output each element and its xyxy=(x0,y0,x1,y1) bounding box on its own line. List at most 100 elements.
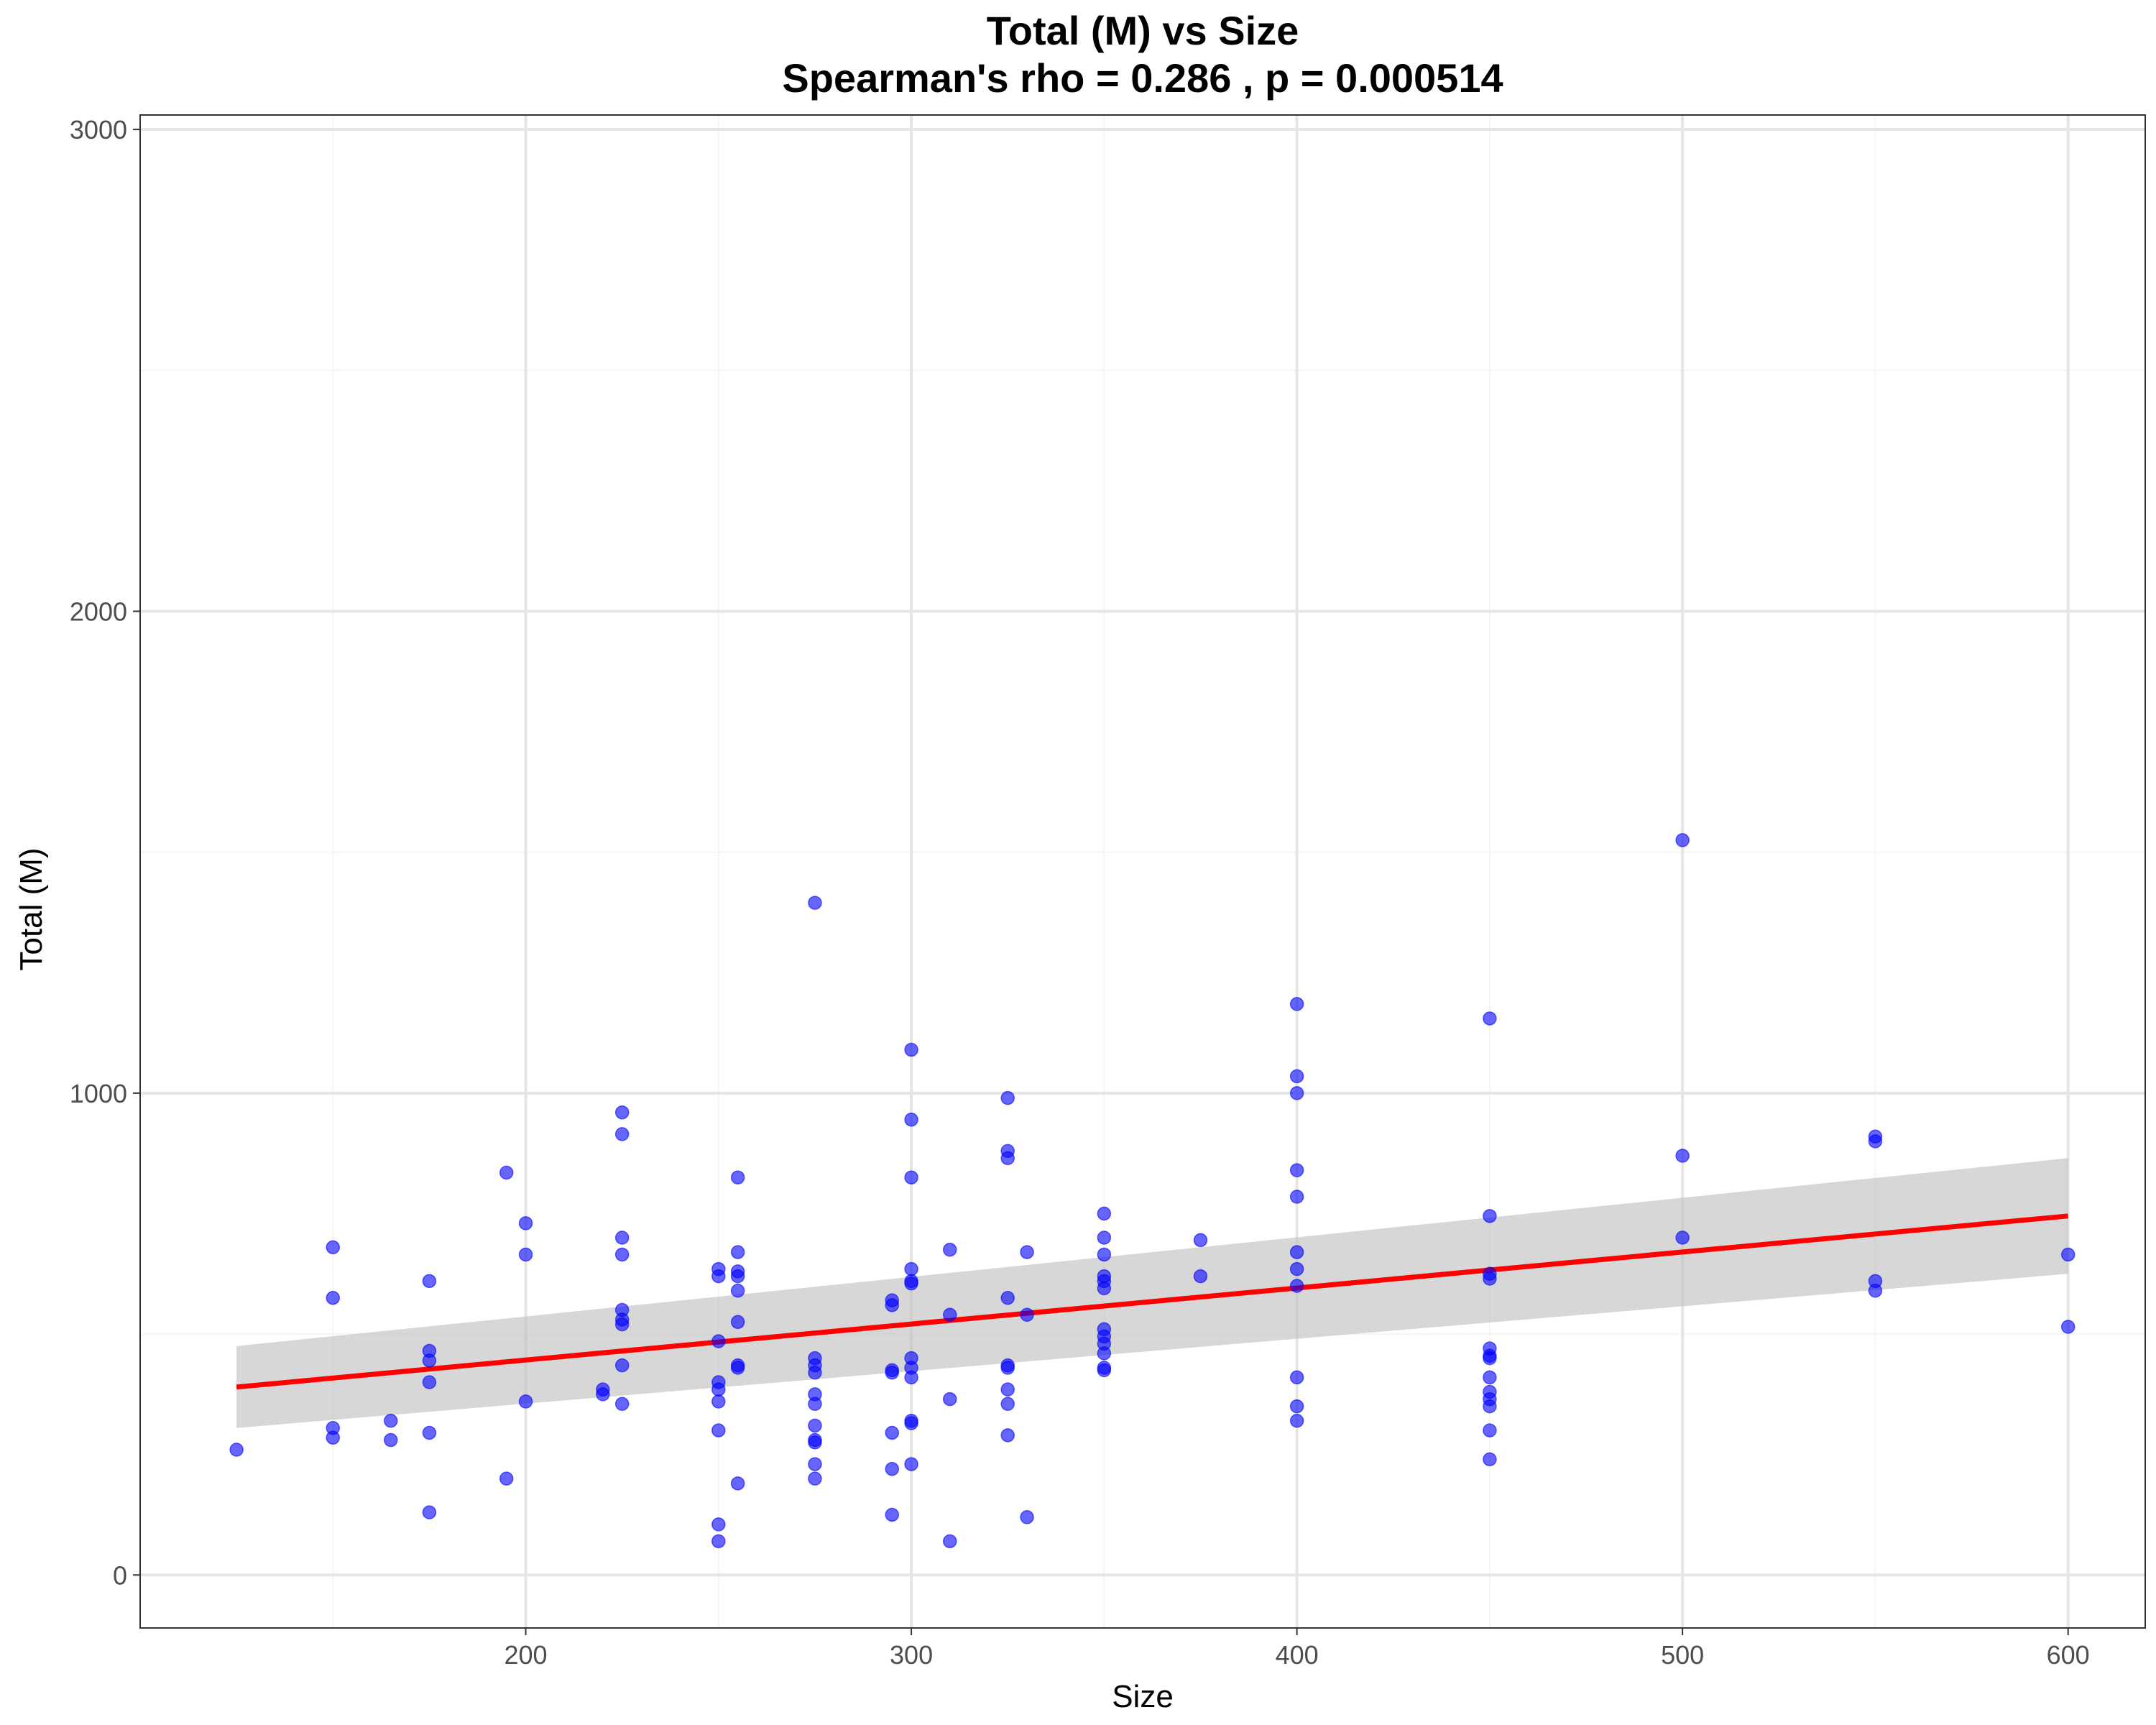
data-point xyxy=(904,1170,918,1184)
data-point xyxy=(518,1394,533,1409)
data-point xyxy=(1868,1134,1883,1149)
data-point xyxy=(1675,1230,1690,1245)
chart-subtitle: Spearman's rho = 0.286 , p = 0.000514 xyxy=(782,55,1503,101)
x-tick-label: 500 xyxy=(1661,1640,1704,1670)
data-point xyxy=(1289,1245,1304,1259)
data-point xyxy=(1483,1399,1497,1414)
data-point xyxy=(808,1397,822,1412)
data-point xyxy=(1289,1413,1304,1428)
data-point xyxy=(1289,1279,1304,1293)
data-point xyxy=(326,1291,341,1305)
data-point xyxy=(711,1534,726,1549)
data-point xyxy=(1483,1271,1497,1286)
data-point xyxy=(614,1105,630,1120)
data-point xyxy=(1097,1363,1112,1378)
x-tick-label: 400 xyxy=(1276,1640,1319,1670)
data-point xyxy=(1097,1281,1112,1296)
data-point xyxy=(1483,1370,1497,1385)
trend-line-group xyxy=(236,1213,2069,1390)
data-point xyxy=(730,1269,745,1284)
data-point xyxy=(1289,997,1304,1011)
plot-panel-border xyxy=(139,114,2146,1629)
data-point xyxy=(614,1127,630,1141)
data-point xyxy=(904,1457,918,1471)
data-point xyxy=(711,1269,726,1284)
data-point xyxy=(614,1358,630,1373)
data-point xyxy=(904,1370,918,1385)
data-point xyxy=(904,1112,918,1127)
confidence-band-group xyxy=(236,1158,2068,1428)
data-point xyxy=(2060,1247,2076,1262)
data-point xyxy=(730,1315,745,1330)
data-point xyxy=(384,1432,398,1448)
data-point xyxy=(2060,1320,2076,1334)
data-point xyxy=(1000,1428,1015,1443)
data-point xyxy=(711,1423,726,1438)
data-point xyxy=(1020,1510,1034,1524)
data-point xyxy=(904,1276,918,1291)
data-point xyxy=(384,1413,398,1428)
data-point xyxy=(1097,1206,1112,1221)
data-point xyxy=(518,1247,533,1262)
data-point xyxy=(730,1476,745,1491)
x-tick-label: 200 xyxy=(504,1640,547,1670)
data-point xyxy=(1289,1069,1304,1084)
data-point xyxy=(1289,1399,1304,1414)
data-point xyxy=(1000,1291,1015,1305)
data-point xyxy=(614,1247,630,1262)
data-point xyxy=(1097,1247,1112,1262)
x-axis-title: Size xyxy=(1112,1679,1174,1714)
data-point xyxy=(711,1394,726,1409)
data-point xyxy=(422,1505,437,1519)
data-point xyxy=(1483,1209,1497,1223)
data-point xyxy=(596,1387,610,1402)
data-point xyxy=(1675,833,1690,847)
y-tick-label: 2000 xyxy=(70,597,127,626)
axis-ticks: 200 300 400 500 600 0 1000 2000 3000 xyxy=(70,115,2090,1670)
data-point xyxy=(942,1392,957,1407)
data-point xyxy=(730,1170,745,1184)
y-tick-label: 1000 xyxy=(70,1079,127,1108)
data-point xyxy=(1289,1086,1304,1100)
x-tick-label: 300 xyxy=(890,1640,933,1670)
data-point xyxy=(1000,1361,1015,1375)
data-point xyxy=(885,1365,899,1380)
data-point xyxy=(885,1507,899,1522)
data-point xyxy=(885,1425,899,1440)
data-point xyxy=(1000,1151,1015,1166)
data-point xyxy=(711,1334,726,1348)
chart-title: Total (M) vs Size xyxy=(987,8,1299,53)
data-point xyxy=(1000,1397,1015,1412)
data-point xyxy=(499,1165,514,1180)
data-point xyxy=(711,1517,726,1532)
data-point xyxy=(730,1361,745,1375)
data-point xyxy=(1020,1245,1034,1259)
data-point xyxy=(1289,1261,1304,1276)
data-point xyxy=(1000,1382,1015,1397)
data-point xyxy=(1483,1351,1497,1366)
data-point xyxy=(904,1042,918,1057)
data-point xyxy=(808,1435,822,1450)
data-point xyxy=(1675,1149,1690,1163)
data-point xyxy=(808,1457,822,1471)
data-point xyxy=(808,1471,822,1486)
data-point xyxy=(1483,1423,1497,1438)
x-tick-label: 600 xyxy=(2047,1640,2090,1670)
data-point xyxy=(1193,1269,1208,1284)
data-point xyxy=(904,1416,918,1430)
data-point xyxy=(326,1240,341,1255)
data-point xyxy=(1483,1011,1497,1026)
data-points xyxy=(229,833,2076,1549)
data-point xyxy=(1289,1370,1304,1385)
data-point xyxy=(808,896,822,910)
data-point xyxy=(422,1274,437,1289)
data-point xyxy=(730,1283,745,1298)
data-point xyxy=(904,1261,918,1276)
data-point xyxy=(1020,1307,1034,1322)
data-point xyxy=(942,1534,957,1549)
data-point xyxy=(1097,1346,1112,1361)
data-point xyxy=(1097,1230,1112,1245)
data-point xyxy=(326,1430,341,1445)
data-point xyxy=(885,1298,899,1312)
data-point xyxy=(499,1471,514,1486)
